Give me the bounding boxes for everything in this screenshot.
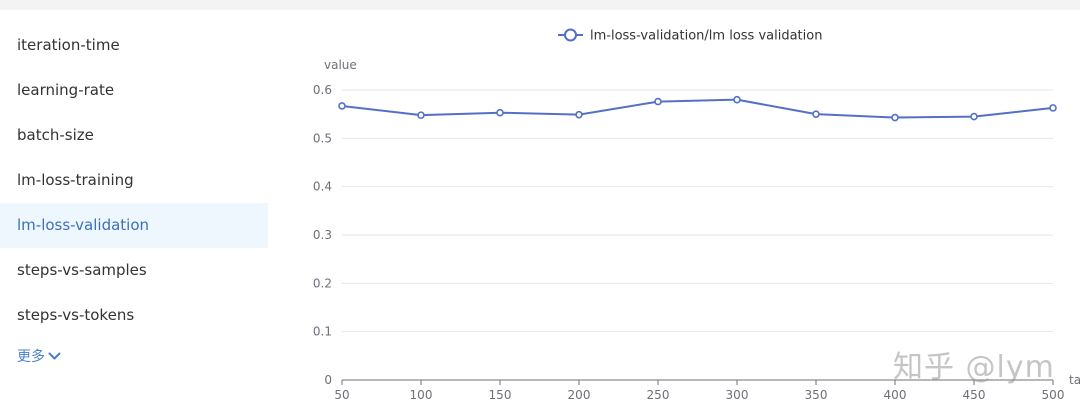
line-chart: 0 0.1 0.2 0.3 0.4 0.5 0.6 50 100 150 200 250 300 350 4… [313, 28, 1080, 402]
data-point [417, 111, 425, 119]
data-point [891, 113, 899, 122]
x-tick-label: 250 [647, 388, 670, 402]
data-point [496, 108, 504, 117]
x-tick-label: 200 [568, 388, 591, 402]
chevron-down-icon [48, 352, 61, 359]
x-axis-label: ta [1069, 373, 1080, 387]
x-tick-label: 50 [334, 388, 349, 402]
y-tick-label: 0.3 [313, 228, 332, 242]
watermark: 知乎 @lym [893, 350, 1055, 385]
y-axis-label: value [324, 58, 357, 72]
y-tick-label: 0.1 [313, 325, 332, 339]
data-point [970, 112, 978, 121]
top-bar [0, 0, 1080, 10]
x-tick-label: 100 [410, 388, 433, 402]
y-tick-label: 0 [324, 373, 332, 387]
sidebar-item-steps-vs-tokens[interactable]: steps-vs-tokens [17, 306, 135, 324]
sidebar-item-batch-size[interactable]: batch-size [17, 126, 94, 144]
series-line [341, 98, 1054, 119]
data-point [1049, 104, 1057, 112]
chart-area: 0 0.1 0.2 0.3 0.4 0.5 0.6 50 100 150 200 250 300 350 4… [268, 0, 1080, 415]
sidebar-item-steps-vs-samples[interactable]: steps-vs-samples [17, 261, 147, 279]
x-tick-label: 350 [805, 388, 828, 402]
data-point [338, 102, 346, 110]
x-tick-label: 400 [884, 388, 907, 402]
more-button[interactable]: 更多 [17, 346, 61, 366]
x-tick-label: 500 [1042, 388, 1065, 402]
sidebar: iteration-time learning-rate batch-size … [0, 23, 268, 338]
legend-marker-icon [564, 28, 577, 42]
x-tick-label: 450 [963, 388, 986, 402]
sidebar-item-learning-rate[interactable]: learning-rate [17, 81, 115, 99]
y-tick-label: 0.4 [313, 180, 332, 194]
x-tick-label: 300 [726, 388, 749, 402]
data-point [654, 97, 662, 106]
more-label: 更多 [17, 349, 45, 365]
data-point [733, 95, 741, 104]
legend-label: lm-loss-validation/lm loss validation [590, 29, 822, 44]
x-tick-label: 150 [489, 388, 512, 402]
y-tick-label: 0.2 [313, 276, 332, 290]
sidebar-item-lm-loss-training[interactable]: lm-loss-training [17, 171, 134, 189]
y-tick-label: 0.5 [313, 131, 332, 145]
y-tick-label: 0.6 [313, 83, 332, 97]
data-point [575, 110, 583, 119]
sidebar-item-iteration-time[interactable]: iteration-time [17, 36, 120, 54]
data-point [812, 110, 820, 118]
sidebar-item-lm-loss-validation[interactable]: lm-loss-validation [0, 203, 268, 248]
